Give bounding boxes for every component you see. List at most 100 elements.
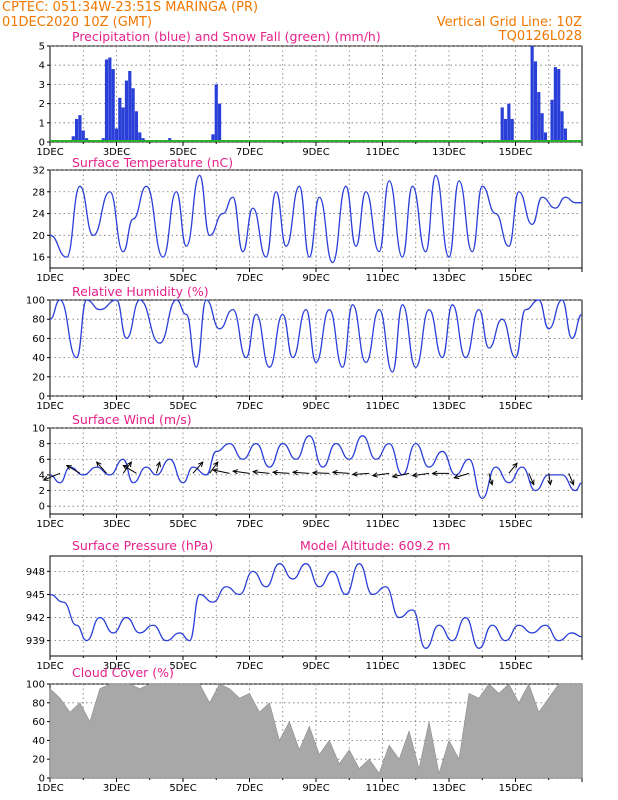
x-tick-label: 7DEC bbox=[236, 273, 263, 284]
wind-arrow-shaft bbox=[392, 472, 410, 478]
y-tick-label: 3 bbox=[39, 80, 45, 91]
precip-bar bbox=[138, 132, 142, 142]
panel-title: Surface Wind (m/s) bbox=[72, 412, 192, 427]
panel-title: Relative Humidity (%) bbox=[72, 284, 209, 299]
y-tick-label: 4 bbox=[39, 61, 45, 72]
wind-arrow-head bbox=[331, 469, 338, 476]
wind-arrow-head bbox=[411, 472, 418, 478]
y-tick-label: 0 bbox=[39, 392, 45, 403]
x-tick-label: 1DEC bbox=[36, 783, 63, 794]
x-tick-label: 7DEC bbox=[236, 147, 263, 158]
x-tick-label: 5DEC bbox=[169, 783, 196, 794]
precip-bar bbox=[211, 134, 215, 142]
precip-bar bbox=[71, 136, 75, 142]
wind-arrow-shaft bbox=[454, 472, 470, 479]
series-line bbox=[49, 299, 583, 373]
precip-bar bbox=[510, 118, 514, 142]
wind-arrow-shaft bbox=[488, 473, 493, 485]
panel-annotation: Model Altitude: 609.2 m bbox=[300, 538, 450, 553]
wind-arrow-head bbox=[547, 479, 553, 486]
y-tick-label: 942 bbox=[26, 613, 45, 624]
x-tick-label: 9DEC bbox=[302, 273, 329, 284]
x-tick-label: 3DEC bbox=[103, 783, 130, 794]
wind-arrow-shaft bbox=[155, 461, 161, 474]
precip-bar bbox=[540, 113, 544, 142]
x-tick-label: 5DEC bbox=[169, 519, 196, 530]
x-tick-label: 11DEC bbox=[366, 661, 400, 672]
x-tick-label: 15DEC bbox=[499, 273, 533, 284]
wind-arrow-head bbox=[197, 461, 204, 468]
panel-3: 0 2 4 6 8 10 1DEC 3DEC 5DEC 7DEC 9DEC 11DEC 13DEC 15D… bbox=[32, 412, 583, 530]
x-tick-label: 15DEC bbox=[499, 401, 533, 412]
y-tick-label: 0 bbox=[39, 502, 45, 513]
panel-0: 0 1 2 3 4 5 1DEC 3DEC 5DEC 7DEC 9DEC 11DEC 13DEC 15DE… bbox=[36, 29, 583, 158]
x-tick-label: 11DEC bbox=[366, 147, 400, 158]
precip-bar bbox=[557, 69, 561, 142]
precip-bar bbox=[128, 70, 132, 142]
wind-arrow-head bbox=[453, 474, 460, 480]
wind-arrow-shaft bbox=[66, 465, 81, 474]
wind-arrow-shaft bbox=[528, 473, 535, 485]
x-tick-label: 3DEC bbox=[103, 661, 130, 672]
y-tick-label: 20 bbox=[32, 231, 45, 242]
wind-arrow-head bbox=[155, 460, 161, 468]
precip-bar bbox=[503, 118, 508, 142]
panel-title: Cloud Cover (%) bbox=[72, 665, 174, 680]
wind-arrow-head bbox=[371, 472, 378, 478]
wind-arrow-shaft bbox=[548, 473, 551, 485]
precip-bar bbox=[507, 103, 511, 142]
y-tick-label: 8 bbox=[39, 439, 45, 450]
precip-bar bbox=[543, 132, 548, 142]
y-tick-label: 100 bbox=[26, 296, 45, 307]
header-model-code: TQ0126L028 bbox=[498, 29, 582, 44]
wind-arrow-shaft bbox=[292, 471, 310, 474]
panel-4: 939 942 945 948 1DEC 3DEC 5DEC 7DEC 9DEC 11DEC 13D… bbox=[26, 538, 583, 672]
x-tick-label: 1DEC bbox=[36, 519, 63, 530]
x-tick-label: 9DEC bbox=[302, 401, 329, 412]
wind-arrow-shaft bbox=[192, 461, 204, 474]
y-tick-label: 20 bbox=[32, 755, 45, 766]
wind-arrow-shaft bbox=[209, 461, 219, 474]
precip-bar bbox=[550, 99, 554, 142]
precip-bar bbox=[75, 118, 79, 142]
x-tick-label: 1DEC bbox=[36, 147, 63, 158]
wind-arrow-shaft bbox=[508, 462, 518, 474]
x-tick-label: 13DEC bbox=[432, 783, 466, 794]
wind-arrow-shaft bbox=[412, 472, 430, 477]
y-tick-label: 80 bbox=[32, 698, 45, 709]
wind-arrow-shaft bbox=[273, 471, 290, 474]
x-tick-label: 9DEC bbox=[302, 147, 329, 158]
series-line bbox=[49, 174, 582, 264]
panel-5: 0 20 40 60 80 100 1DEC 3DEC 5DEC 7DEC 9DEC 11DEC 13D… bbox=[26, 665, 583, 794]
wind-arrow-head bbox=[391, 473, 398, 479]
y-tick-label: 5 bbox=[39, 42, 45, 53]
precip-bar bbox=[563, 128, 567, 142]
wind-arrow-head bbox=[529, 479, 535, 486]
precip-bar bbox=[533, 61, 538, 142]
y-tick-label: 60 bbox=[32, 717, 45, 728]
wind-arrow-head bbox=[431, 470, 438, 476]
x-tick-label: 15DEC bbox=[499, 147, 533, 158]
panel-title: Surface Pressure (hPa) bbox=[72, 538, 213, 553]
x-tick-label: 5DEC bbox=[169, 401, 196, 412]
x-tick-label: 5DEC bbox=[169, 147, 196, 158]
x-tick-label: 11DEC bbox=[366, 273, 400, 284]
x-tick-label: 13DEC bbox=[432, 401, 466, 412]
wind-arrow-head bbox=[311, 470, 318, 476]
panel-1: 16 20 24 28 32 1DEC 3DEC 5DEC 7DEC 9DEC 11DEC 13DEC… bbox=[32, 155, 583, 284]
precip-bar bbox=[121, 107, 125, 142]
wind-arrow-head bbox=[42, 476, 49, 481]
y-tick-label: 2 bbox=[39, 99, 45, 110]
precip-bar bbox=[78, 115, 82, 142]
wind-arrow-shaft bbox=[43, 472, 61, 481]
precip-bar bbox=[104, 59, 109, 142]
x-tick-label: 11DEC bbox=[366, 783, 400, 794]
wind-arrow-head bbox=[212, 468, 219, 474]
wind-arrow-shaft bbox=[96, 461, 107, 474]
wind-arrow-shaft bbox=[332, 471, 350, 474]
wind-arrow-head bbox=[291, 469, 298, 476]
x-tick-label: 1DEC bbox=[36, 273, 63, 284]
x-tick-label: 7DEC bbox=[236, 401, 263, 412]
y-tick-label: 0 bbox=[39, 138, 45, 149]
